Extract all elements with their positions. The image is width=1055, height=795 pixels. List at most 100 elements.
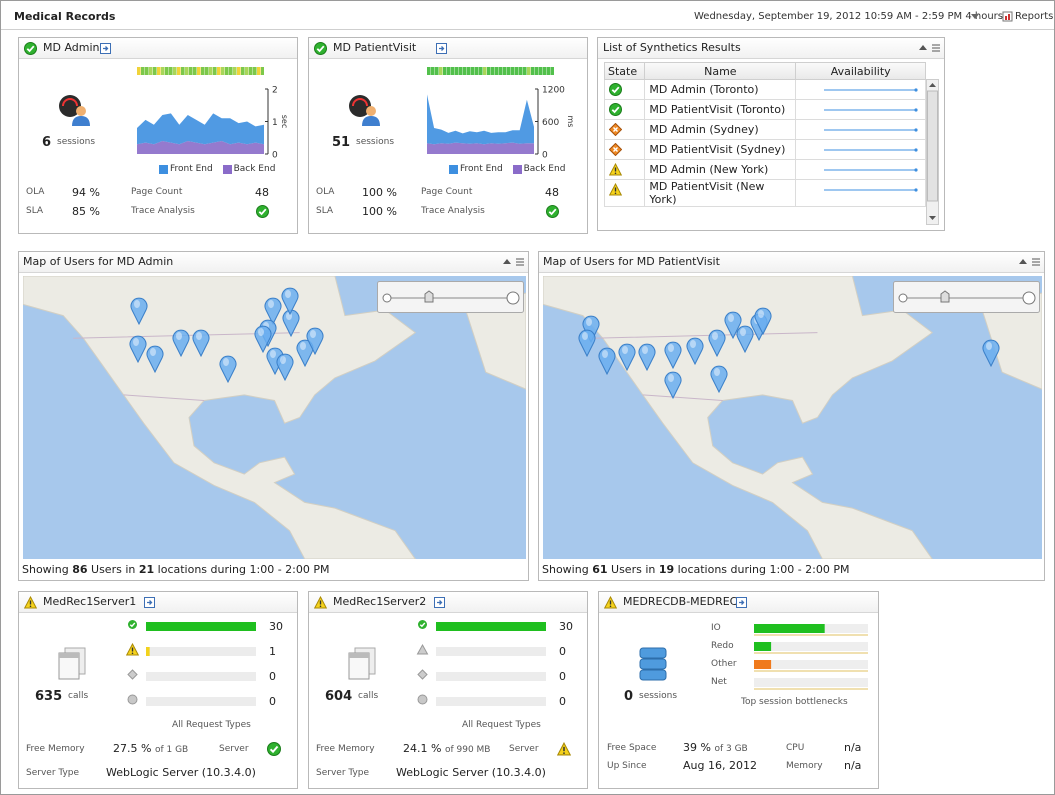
availability-cell	[795, 79, 926, 100]
pin-body	[664, 371, 682, 400]
location-pin[interactable]	[254, 325, 272, 354]
location-pin[interactable]	[664, 341, 682, 370]
drilldown-icon[interactable]	[143, 597, 155, 608]
reports-link[interactable]: Reports	[1015, 11, 1054, 22]
pin-shine	[286, 312, 292, 320]
location-pin[interactable]	[192, 329, 210, 358]
request-count: 0	[269, 670, 276, 683]
decor	[1008, 14, 1010, 20]
calls-label: calls	[358, 691, 379, 701]
location-pin[interactable]	[130, 297, 148, 326]
footer-count: 21	[138, 563, 155, 576]
drilldown-icon[interactable]	[433, 597, 445, 608]
location-pin[interactable]	[578, 329, 596, 358]
status-icon	[24, 596, 37, 609]
legend-color	[159, 165, 168, 174]
scroll-up	[929, 83, 936, 87]
strip-cell	[193, 67, 197, 75]
legend-swatch	[512, 165, 522, 174]
table-row[interactable]: MD PatientVisit (New York)	[603, 179, 926, 207]
location-pin[interactable]	[638, 343, 656, 372]
slider-thumb	[424, 290, 434, 303]
pin-shine	[285, 290, 291, 298]
availability-cell	[795, 99, 926, 120]
location-pin[interactable]	[736, 325, 754, 354]
location-pin[interactable]	[708, 329, 726, 358]
column-header: Availability	[795, 62, 926, 80]
location-pin[interactable]	[754, 307, 772, 336]
location-pin[interactable]	[724, 311, 742, 340]
strip-cell	[157, 67, 161, 75]
table-row[interactable]: MD PatientVisit (Sydney)	[603, 139, 926, 160]
panel-title: MedRec1Server2	[333, 595, 427, 608]
legend-color	[512, 165, 522, 174]
location-pin[interactable]	[172, 329, 190, 358]
header-rule	[1, 29, 1054, 30]
pin-body	[598, 347, 616, 376]
location-pin[interactable]	[281, 287, 299, 316]
location-pin[interactable]	[264, 297, 282, 326]
location-pin[interactable]	[276, 353, 294, 382]
reports-icon[interactable]	[1002, 11, 1013, 22]
free-memory-of: of 1 GB	[154, 745, 189, 755]
location-pin[interactable]	[598, 347, 616, 376]
location-pin[interactable]	[710, 365, 728, 394]
panel-tools[interactable]	[502, 257, 526, 267]
strip-cell	[173, 67, 177, 75]
panel-tools[interactable]	[1018, 257, 1042, 267]
decor	[1005, 16, 1007, 20]
icon-check	[611, 106, 620, 114]
zoom-slider[interactable]	[893, 281, 1040, 313]
pin-shine	[270, 350, 276, 358]
location-pin[interactable]	[618, 343, 636, 372]
status-icon	[127, 694, 138, 705]
location-pin[interactable]	[146, 345, 164, 374]
location-pin[interactable]	[664, 371, 682, 400]
up-since-label: Up Since	[607, 761, 647, 771]
strip-cell	[257, 67, 261, 75]
icon-arrow	[102, 46, 109, 51]
location-pin[interactable]	[282, 309, 300, 338]
zoom-slider[interactable]	[377, 281, 524, 313]
bar-track	[436, 697, 546, 706]
location-pin[interactable]	[306, 327, 324, 356]
request-count: 0	[559, 695, 566, 708]
panel-header	[539, 252, 1044, 273]
availability-line	[824, 108, 918, 112]
location-pin[interactable]	[686, 337, 704, 366]
page-count-label: Page Count	[131, 187, 183, 197]
land	[543, 276, 934, 559]
table-row[interactable]: MD Admin (New York)	[603, 159, 926, 180]
panel-title: MD Admin	[43, 41, 100, 54]
y-tick-label: 0	[542, 151, 548, 161]
metric-label: IO	[711, 623, 721, 633]
table-row[interactable]: MD Admin (Sydney)	[603, 119, 926, 140]
table-row[interactable]: MD Admin (Toronto)	[603, 79, 926, 100]
location-pin[interactable]	[219, 355, 237, 384]
table-row[interactable]: MD PatientVisit (Toronto)	[603, 99, 926, 120]
pin-shine	[196, 332, 202, 340]
dropdown-arrow[interactable]	[970, 12, 980, 20]
drilldown-icon[interactable]	[436, 43, 447, 54]
name-cell: MD PatientVisit (New York)	[644, 179, 797, 207]
icon-dot	[614, 172, 617, 175]
drilldown-icon[interactable]	[99, 43, 111, 54]
time-range[interactable]: Wednesday, September 19, 2012 10:59 AM -…	[694, 11, 1003, 22]
strip-cell	[515, 67, 519, 75]
location-pin[interactable]	[129, 335, 147, 364]
map-footer: Showing 61 Users in 19 locations during …	[542, 563, 850, 576]
panel-tools[interactable]	[918, 43, 942, 53]
pin-shine	[740, 328, 746, 336]
strip-cell	[161, 67, 165, 75]
head	[366, 106, 376, 116]
drilldown-icon[interactable]	[736, 597, 747, 608]
free-memory: 27.5 % of 1 GB	[113, 742, 188, 755]
location-pin[interactable]	[582, 315, 600, 344]
strip-cell	[431, 67, 435, 75]
status-icon	[609, 83, 622, 96]
icon-bg	[609, 83, 622, 96]
metric-bar	[754, 642, 868, 654]
calls-count: 604	[325, 689, 353, 704]
state-cell	[603, 119, 646, 140]
location-pin[interactable]	[982, 339, 1000, 368]
